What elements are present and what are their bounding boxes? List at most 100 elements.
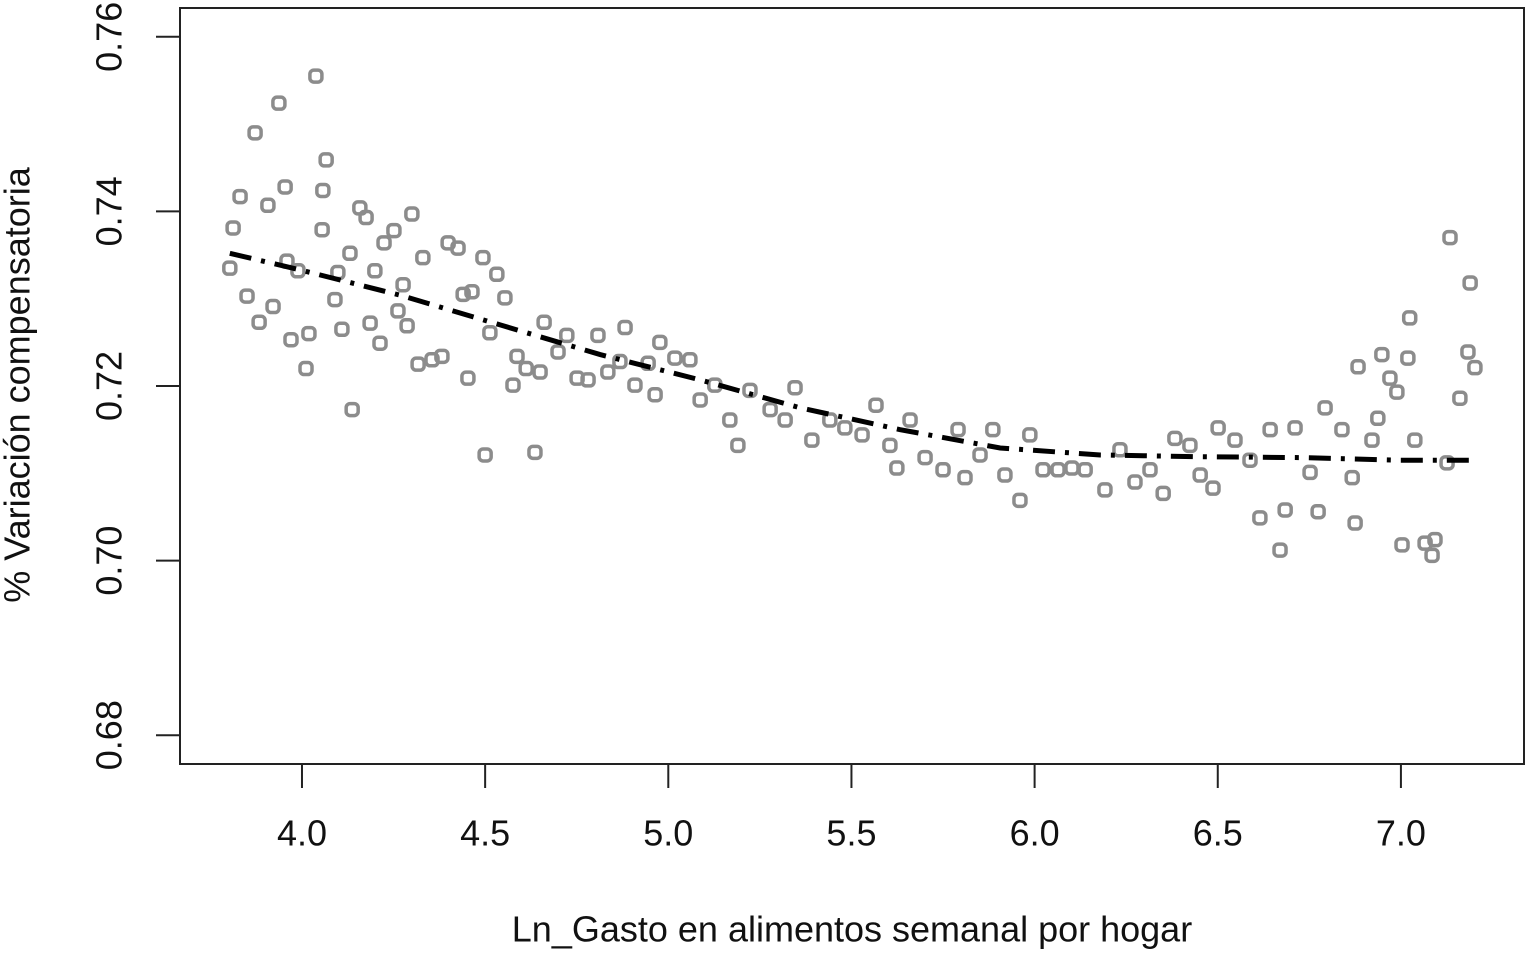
data-point: [590, 327, 606, 344]
data-point: [283, 331, 299, 348]
data-point: [1452, 390, 1468, 406]
data-point: [1310, 503, 1326, 520]
data-point: [1277, 502, 1293, 518]
data-point: [1389, 384, 1405, 400]
data-point: [1287, 420, 1303, 436]
data-point: [950, 421, 966, 438]
data-point: [251, 314, 267, 331]
data-point: [239, 288, 255, 304]
data-point: [334, 321, 350, 338]
data-point: [475, 249, 491, 266]
data-point: [1022, 427, 1038, 443]
data-point: [868, 397, 884, 413]
data-point: [318, 152, 334, 168]
data-point: [612, 353, 628, 370]
y-tick-label: 0.70: [89, 526, 130, 596]
data-point: [777, 412, 793, 428]
y-tick-label: 0.74: [89, 176, 130, 246]
data-point: [647, 386, 663, 403]
data-point: [600, 364, 616, 380]
data-point: [1350, 359, 1366, 375]
y-axis-label: % Variación compensatoria: [0, 166, 38, 603]
data-point: [889, 460, 905, 476]
data-point: [1077, 462, 1093, 478]
data-point: [1462, 275, 1478, 291]
data-point: [509, 348, 525, 365]
data-point: [298, 360, 314, 377]
data-point: [692, 392, 708, 408]
data-point: [362, 315, 378, 331]
data-point: [882, 437, 898, 454]
data-point: [1035, 462, 1051, 478]
y-tick-label: 0.72: [89, 351, 130, 421]
data-point: [434, 348, 450, 365]
data-point: [222, 260, 238, 276]
data-point: [1467, 359, 1483, 376]
data-point: [1167, 430, 1183, 447]
data-point: [1370, 410, 1386, 427]
x-tick-label: 6.0: [1010, 813, 1060, 854]
data-point: [301, 325, 317, 342]
data-point: [455, 286, 471, 303]
data-point: [399, 318, 415, 334]
data-point: [854, 427, 870, 443]
data-point: [1442, 229, 1458, 246]
data-point: [314, 221, 330, 238]
data-point: [505, 377, 521, 393]
data-point: [1012, 492, 1028, 509]
data-point: [1182, 437, 1198, 454]
data-point: [1252, 510, 1268, 526]
data-point: [247, 125, 263, 141]
x-tick-label: 7.0: [1376, 813, 1426, 854]
y-tick-label: 0.68: [89, 700, 130, 770]
data-point: [617, 319, 633, 336]
data-point: [559, 327, 575, 344]
data-point: [410, 356, 426, 372]
data-point: [1262, 421, 1278, 438]
x-tick-label: 5.5: [826, 813, 876, 854]
x-tick-label: 4.0: [277, 813, 327, 854]
data-point: [367, 263, 383, 279]
data-point: [464, 283, 480, 300]
data-point: [489, 266, 505, 283]
data-point: [532, 364, 548, 380]
data-point: [1334, 421, 1350, 438]
data-point: [935, 462, 951, 478]
data-point: [450, 240, 466, 256]
data-point: [652, 334, 668, 351]
data-point: [527, 444, 543, 461]
data-point: [722, 412, 738, 428]
data-point: [290, 263, 306, 279]
data-point: [917, 449, 933, 466]
data-point: [972, 447, 988, 463]
data-point: [460, 370, 476, 386]
data-point: [1142, 462, 1158, 478]
data-point: [376, 235, 392, 251]
data-point: [497, 290, 513, 306]
data-point: [1427, 531, 1443, 548]
data-point: [1302, 464, 1318, 481]
data-point: [1155, 485, 1171, 502]
data-point: [1050, 462, 1066, 478]
x-tick-label: 4.5: [460, 813, 510, 854]
data-point: [1400, 350, 1416, 366]
data-point: [822, 412, 838, 428]
data-point: [1439, 455, 1455, 471]
data-point: [372, 335, 388, 351]
data-point: [1407, 432, 1423, 448]
data-point: [957, 469, 973, 486]
data-point: [327, 291, 343, 308]
data-point: [265, 298, 281, 315]
data-point: [837, 420, 853, 436]
data-point: [386, 222, 402, 239]
data-point: [260, 197, 276, 214]
data-point: [997, 467, 1013, 483]
trend-line: [229, 250, 1478, 463]
data-point: [1192, 467, 1208, 483]
data-point: [404, 206, 420, 222]
data-point: [1242, 452, 1258, 468]
data-point: [580, 372, 596, 388]
x-tick-label: 6.5: [1193, 813, 1243, 854]
data-point: [902, 412, 918, 428]
data-point: [762, 401, 778, 418]
